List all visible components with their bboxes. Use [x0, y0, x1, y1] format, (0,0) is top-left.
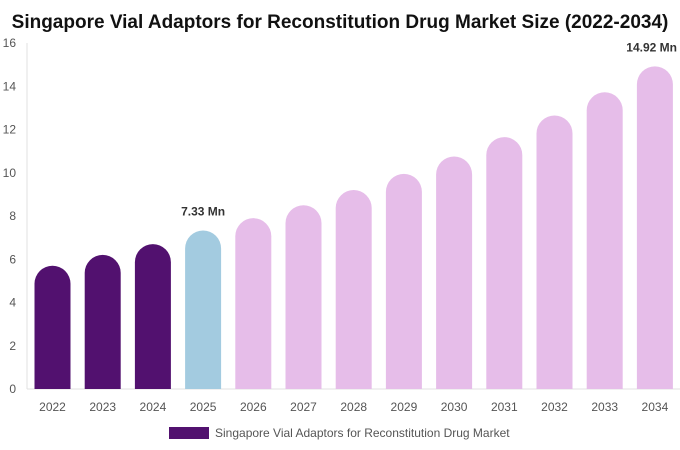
y-tick-label: 8	[9, 209, 16, 223]
legend: Singapore Vial Adaptors for Reconstituti…	[169, 426, 510, 440]
bar-2023	[84, 254, 121, 389]
bar-2024	[134, 244, 171, 389]
x-tick-label: 2034	[642, 400, 669, 414]
y-tick-label: 16	[3, 36, 17, 50]
y-axis-ticks: 0 2 4 6 8 10 12 14 16	[3, 36, 17, 396]
x-tick-label: 2022	[39, 400, 66, 414]
x-tick-label: 2031	[491, 400, 518, 414]
x-tick-label: 2030	[441, 400, 468, 414]
x-tick-label: 2023	[89, 400, 116, 414]
chart-title: Singapore Vial Adaptors for Reconstituti…	[12, 12, 669, 33]
bar-2025	[185, 230, 222, 389]
y-tick-label: 10	[3, 166, 17, 180]
y-tick-label: 6	[9, 252, 16, 266]
legend-label: Singapore Vial Adaptors for Reconstituti…	[215, 426, 510, 440]
y-tick-label: 14	[3, 79, 17, 93]
bar-2029	[385, 173, 422, 389]
bar-2031	[486, 137, 523, 389]
data-labels-group: 7.33 Mn 14.92 Mn	[181, 40, 677, 218]
x-tick-label: 2033	[591, 400, 618, 414]
bar-2030	[436, 156, 473, 389]
bars-group	[34, 66, 673, 390]
legend-swatch	[169, 427, 209, 439]
bar-2026	[235, 218, 272, 389]
y-tick-label: 4	[9, 296, 16, 310]
y-tick-label: 12	[3, 123, 17, 137]
x-tick-label: 2028	[340, 400, 367, 414]
x-tick-label: 2032	[541, 400, 568, 414]
data-label-2025: 7.33 Mn	[181, 204, 225, 218]
x-tick-label: 2025	[190, 400, 217, 414]
x-tick-label: 2027	[290, 400, 317, 414]
bar-2032	[536, 115, 573, 390]
bar-2028	[335, 190, 372, 389]
data-label-2034: 14.92 Mn	[626, 40, 677, 54]
x-tick-label: 2026	[240, 400, 267, 414]
y-tick-label: 0	[9, 382, 16, 396]
bar-2033	[586, 92, 623, 390]
bar-2022	[34, 265, 71, 389]
x-tick-label: 2024	[140, 400, 167, 414]
bar-2027	[285, 205, 322, 389]
x-tick-label: 2029	[391, 400, 418, 414]
bar-2034	[636, 66, 673, 389]
y-tick-label: 2	[9, 339, 16, 353]
x-axis-ticks: 2022 2023 2024 2025 2026 2027 2028 2029 2030 2031…	[39, 400, 668, 414]
